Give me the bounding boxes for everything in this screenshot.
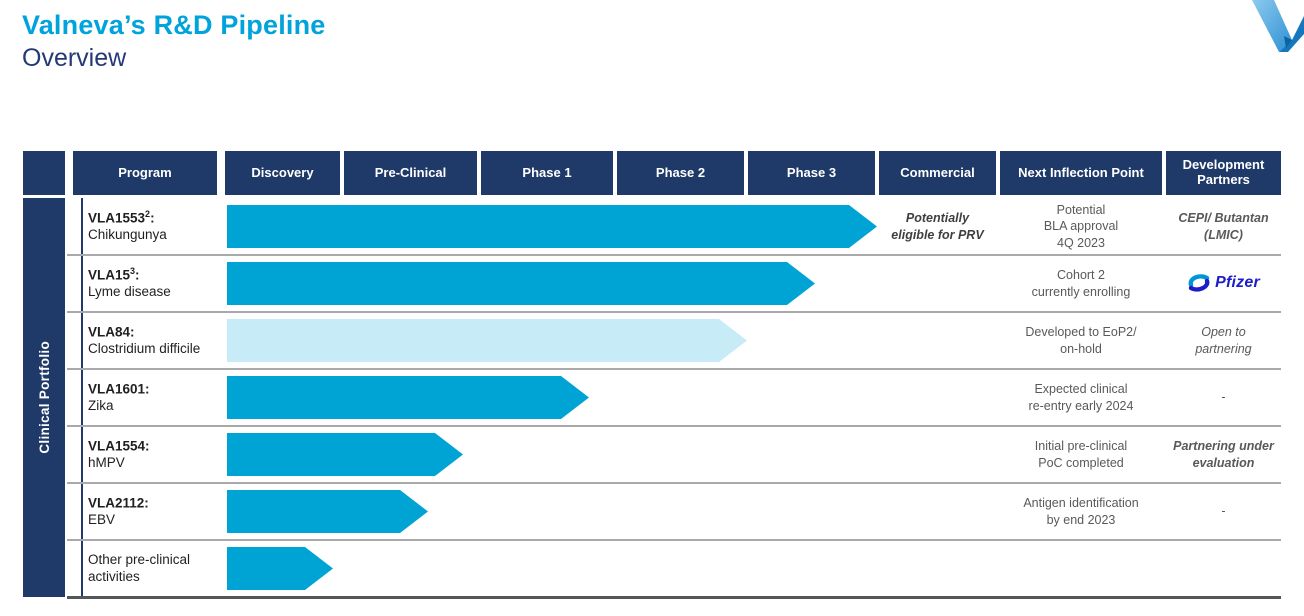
- phase-progress-arrow: [227, 433, 463, 476]
- pfizer-wordmark: Pfizer: [1215, 274, 1260, 292]
- pipeline-row-vla1553: VLA15532: Chikungunya Potentially eligib…: [0, 198, 1304, 255]
- pipeline-row-vla1554: VLA1554: hMPV Initial pre-clinical PoC c…: [0, 426, 1304, 483]
- next-inflection-note: Developed to EoP2/ on-hold: [1025, 325, 1137, 356]
- header-cell-blank: [23, 151, 65, 195]
- next-inflection-note: Expected clinical re-entry early 2024: [1028, 382, 1134, 413]
- next-inflection-note: Potential BLA approval 4Q 2023: [1043, 203, 1119, 250]
- program-label: VLA84: Clostridium difficile: [88, 324, 201, 357]
- header-cell-discovery: Discovery: [225, 151, 340, 195]
- phase-progress-arrow: [227, 547, 333, 590]
- valneva-v-logo: [1252, 0, 1304, 52]
- phase-progress-arrow: [227, 490, 428, 533]
- pipeline-row-other-preclinical: Other pre-clinical activities: [0, 540, 1304, 597]
- commercial-note: Potentially eligible for PRV: [891, 211, 984, 242]
- partner-note: -: [1221, 390, 1226, 405]
- next-inflection-note: Cohort 2 currently enrolling: [1031, 268, 1131, 299]
- program-label: VLA153: Lyme disease: [88, 265, 171, 300]
- partner-note: -: [1221, 504, 1226, 519]
- program-column-border: [81, 198, 83, 597]
- partner-note: Pfizer: [1166, 255, 1281, 312]
- clinical-portfolio-sidebar: Clinical Portfolio: [23, 198, 65, 597]
- phase-progress-arrow-onhold: [227, 319, 747, 362]
- page-title: Valneva’s R&D Pipeline: [22, 10, 326, 40]
- header-cell-preclinical: Pre-Clinical: [344, 151, 477, 195]
- pfizer-swirl-icon: [1188, 274, 1210, 293]
- program-label: VLA1554: hMPV: [88, 438, 150, 471]
- pipeline-row-vla84: VLA84: Clostridium difficile Developed t…: [0, 312, 1304, 369]
- row-divider: [67, 539, 1281, 541]
- pipeline-row-vla15: VLA153: Lyme disease Cohort 2 currently …: [0, 255, 1304, 312]
- partner-note: Open to partnering: [1195, 325, 1252, 356]
- row-divider: [67, 254, 1281, 256]
- header-cell-commercial: Commercial: [879, 151, 996, 195]
- page-subtitle: Overview: [22, 44, 127, 72]
- next-inflection-note: Antigen identification by end 2023: [1023, 496, 1139, 527]
- partner-note: CEPI/ Butantan (LMIC): [1178, 211, 1269, 242]
- pfizer-logo: Pfizer: [1187, 273, 1260, 294]
- row-divider: [67, 425, 1281, 427]
- phase-progress-arrow: [227, 376, 589, 419]
- header-cell-phase1: Phase 1: [481, 151, 613, 195]
- header-cell-program: Program: [73, 151, 217, 195]
- table-bottom-border: [67, 596, 1281, 599]
- pipeline-row-vla2112: VLA2112: EBV Antigen identification by e…: [0, 483, 1304, 540]
- program-label: Other pre-clinical activities: [88, 551, 191, 584]
- row-divider: [67, 482, 1281, 484]
- row-divider: [67, 368, 1281, 370]
- header-cell-dev-partners: Development Partners: [1166, 151, 1281, 195]
- header-cell-phase2: Phase 2: [617, 151, 744, 195]
- program-label: VLA2112: EBV: [88, 495, 149, 528]
- program-label: VLA15532: Chikungunya: [88, 208, 167, 243]
- phase-progress-arrow: [227, 205, 877, 248]
- header-cell-next-inflection: Next Inflection Point: [1000, 151, 1162, 195]
- program-label: VLA1601: Zika: [88, 381, 150, 414]
- header-cell-phase3: Phase 3: [748, 151, 875, 195]
- partner-note: Partnering under evaluation: [1173, 439, 1274, 470]
- phase-progress-arrow: [227, 262, 815, 305]
- next-inflection-note: Initial pre-clinical PoC completed: [1034, 439, 1128, 470]
- row-divider: [67, 311, 1281, 313]
- pipeline-row-vla1601: VLA1601: Zika Expected clinical re-entry…: [0, 369, 1304, 426]
